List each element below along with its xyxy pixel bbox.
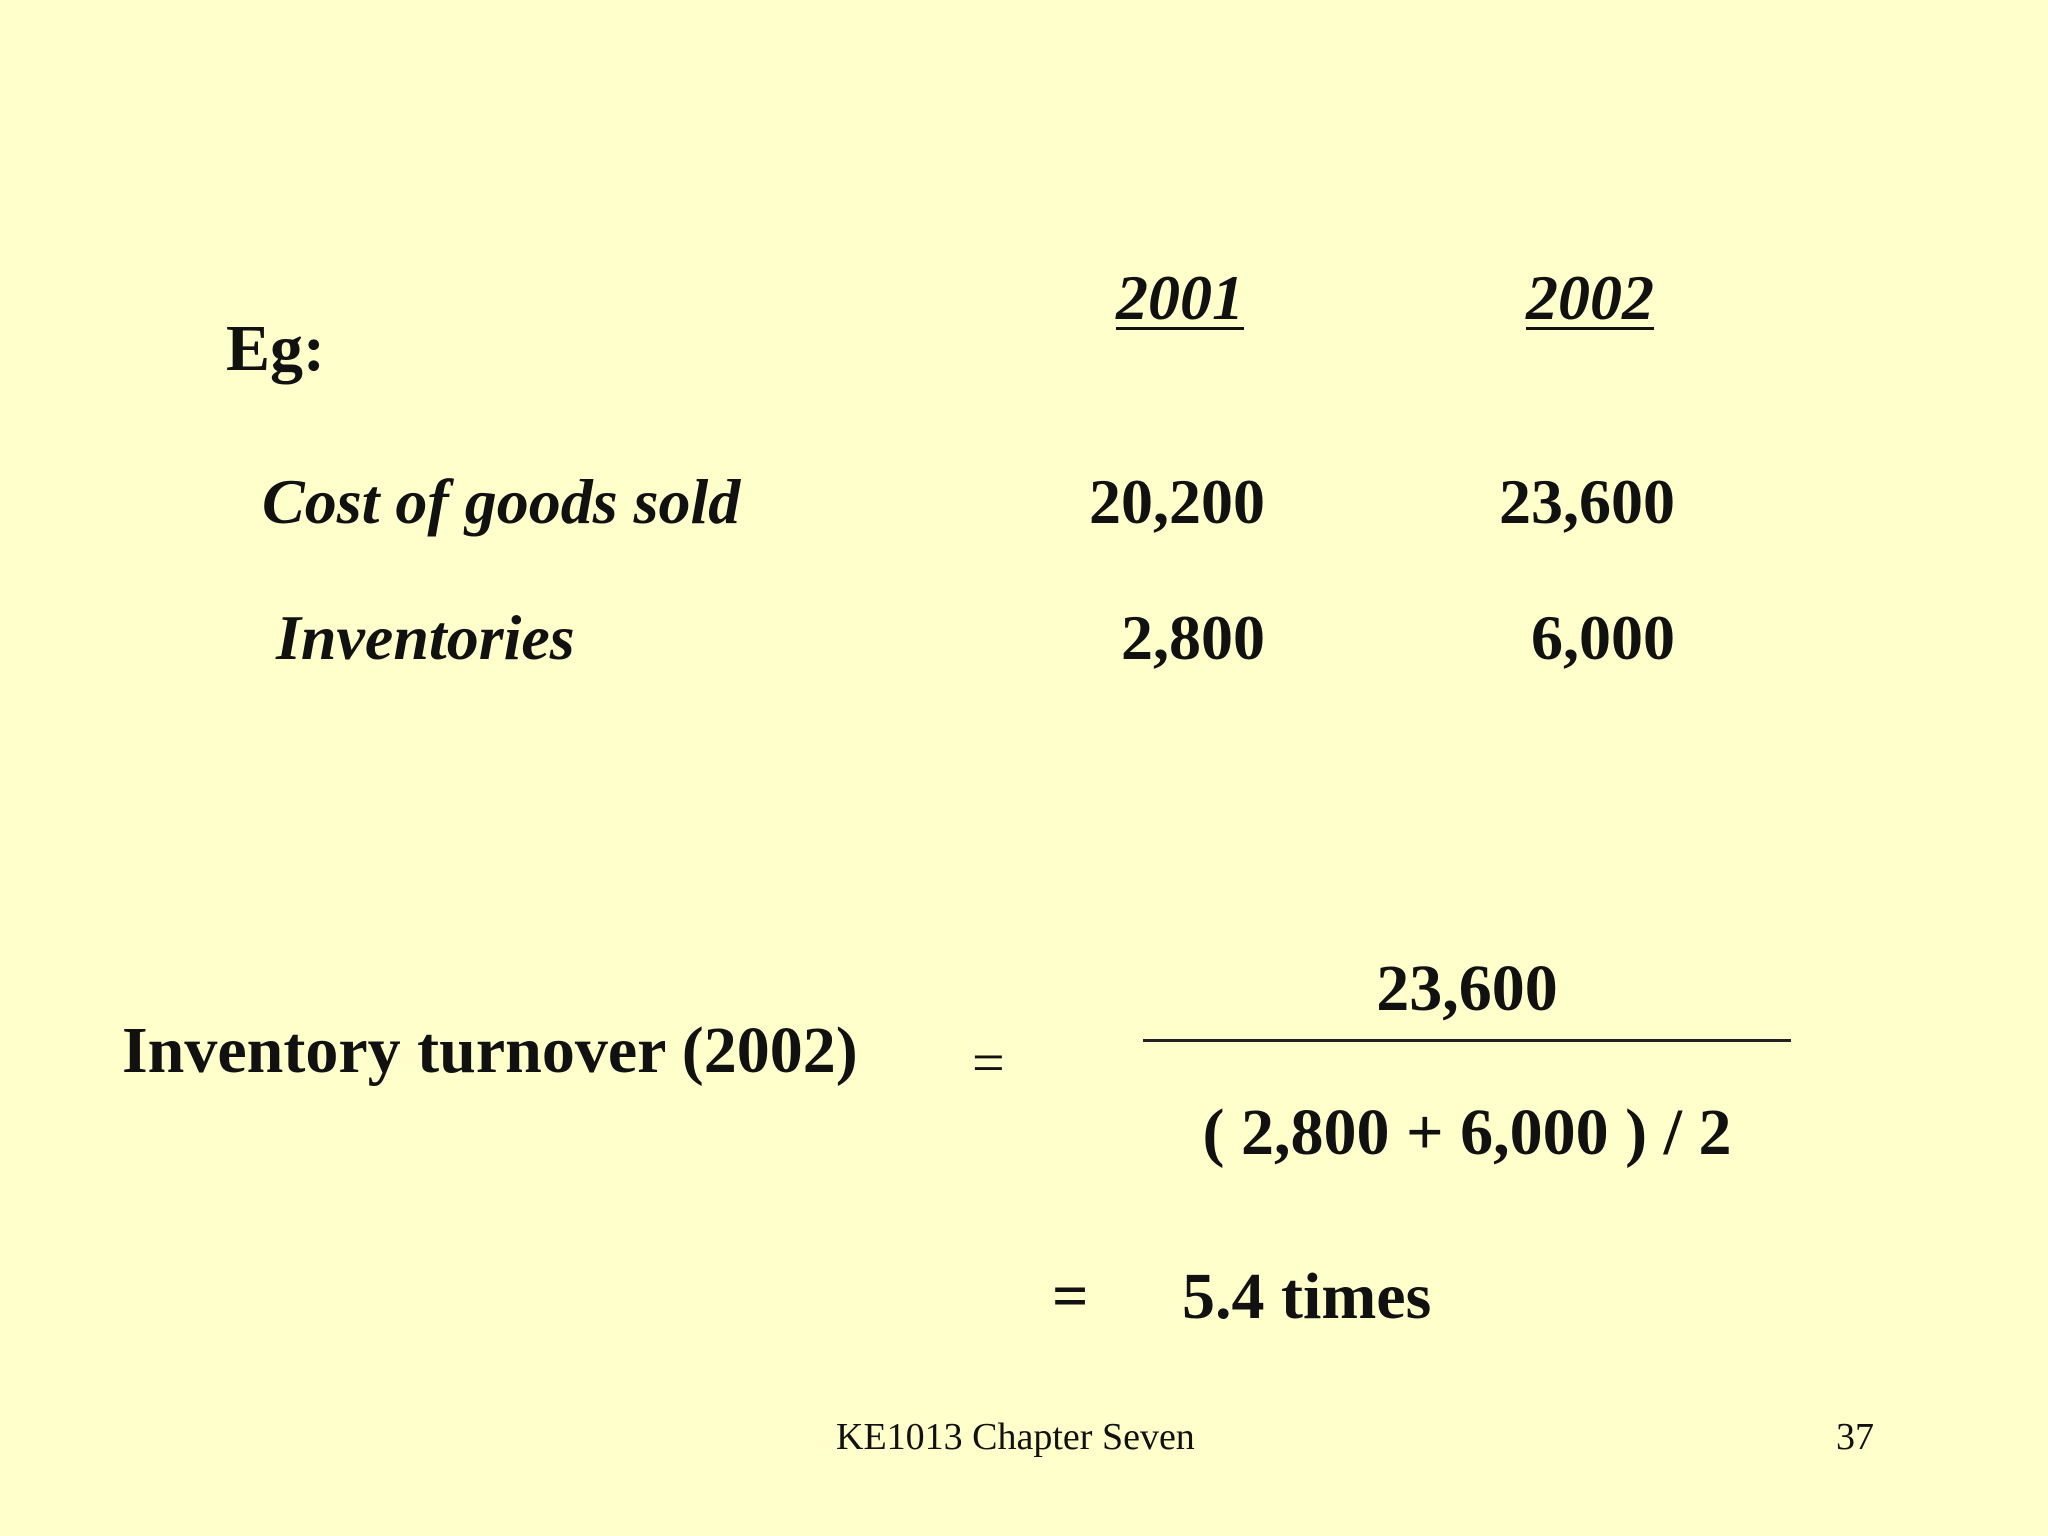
example-label: Eg: xyxy=(226,312,325,385)
formula-denominator: ( 2,800 + 6,000 ) / 2 xyxy=(1202,1096,1732,1169)
formula-equals-sign: = xyxy=(972,1030,1005,1095)
cell-inventories-2002: 6,000 xyxy=(1531,602,1675,673)
formula-result: 5.4 times xyxy=(1182,1260,1432,1333)
row-label-cost-of-goods-sold: Cost of goods sold xyxy=(262,466,741,537)
result-equals-sign: = xyxy=(1052,1260,1089,1331)
formula-label: Inventory turnover (2002) xyxy=(122,1014,858,1087)
page-number: 37 xyxy=(1836,1416,1874,1458)
fraction-bar xyxy=(1143,1039,1791,1042)
row-label-inventories: Inventories xyxy=(276,602,575,673)
formula-numerator: 23,600 xyxy=(1376,952,1558,1025)
cell-cogs-2001: 20,200 xyxy=(1089,466,1265,537)
cell-cogs-2002: 23,600 xyxy=(1499,466,1675,537)
cell-inventories-2001: 2,800 xyxy=(1121,602,1265,673)
footer-text: KE1013 Chapter Seven xyxy=(836,1416,1195,1458)
column-header-2001: 2001 xyxy=(1116,262,1244,333)
column-header-2002: 2002 xyxy=(1526,262,1654,333)
